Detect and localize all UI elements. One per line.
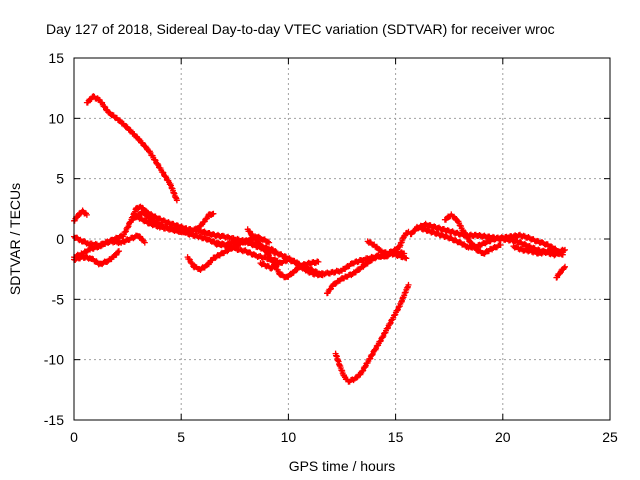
x-tick-label: 20 bbox=[495, 429, 511, 445]
data-points bbox=[135, 210, 217, 236]
series-arc-1 bbox=[83, 93, 180, 204]
x-tick-label: 15 bbox=[388, 429, 404, 445]
x-tick-label: 25 bbox=[602, 429, 618, 445]
x-axis-label: GPS time / hours bbox=[289, 458, 396, 474]
series-arc-5 bbox=[71, 248, 122, 268]
data-points bbox=[553, 263, 568, 281]
y-tick-label: 0 bbox=[56, 231, 64, 247]
y-tick-label: 5 bbox=[56, 171, 64, 187]
y-tick-label: 10 bbox=[48, 110, 64, 126]
plot-frame bbox=[73, 57, 611, 421]
chart-title: Day 127 of 2018, Sidereal Day-to-day VTE… bbox=[46, 21, 555, 37]
series-arc-17 bbox=[441, 211, 504, 257]
data-points bbox=[364, 228, 412, 257]
data-points bbox=[332, 281, 412, 385]
series-arc-7 bbox=[135, 210, 217, 236]
x-tick-label: 0 bbox=[70, 429, 78, 445]
data-points bbox=[257, 255, 326, 279]
y-tick-label: 15 bbox=[48, 50, 64, 66]
x-tick-label: 5 bbox=[177, 429, 185, 445]
data-points bbox=[414, 223, 566, 258]
data-points bbox=[83, 93, 180, 204]
y-tick-label: -15 bbox=[44, 412, 64, 428]
data-points bbox=[510, 243, 568, 257]
series-arc-16 bbox=[414, 223, 566, 258]
y-axis-label: SDTVAR / TECUs bbox=[7, 183, 23, 295]
series-arc-14 bbox=[364, 228, 412, 257]
series-arc-13 bbox=[332, 281, 412, 385]
y-tick-label: -10 bbox=[44, 352, 64, 368]
series-arc-19 bbox=[553, 263, 568, 281]
x-tick-label: 10 bbox=[281, 429, 297, 445]
data-points bbox=[441, 211, 504, 257]
data-points bbox=[71, 248, 122, 268]
series-arc-11 bbox=[257, 255, 326, 279]
series-arc-18 bbox=[510, 243, 568, 257]
y-tick-label: -5 bbox=[52, 291, 65, 307]
